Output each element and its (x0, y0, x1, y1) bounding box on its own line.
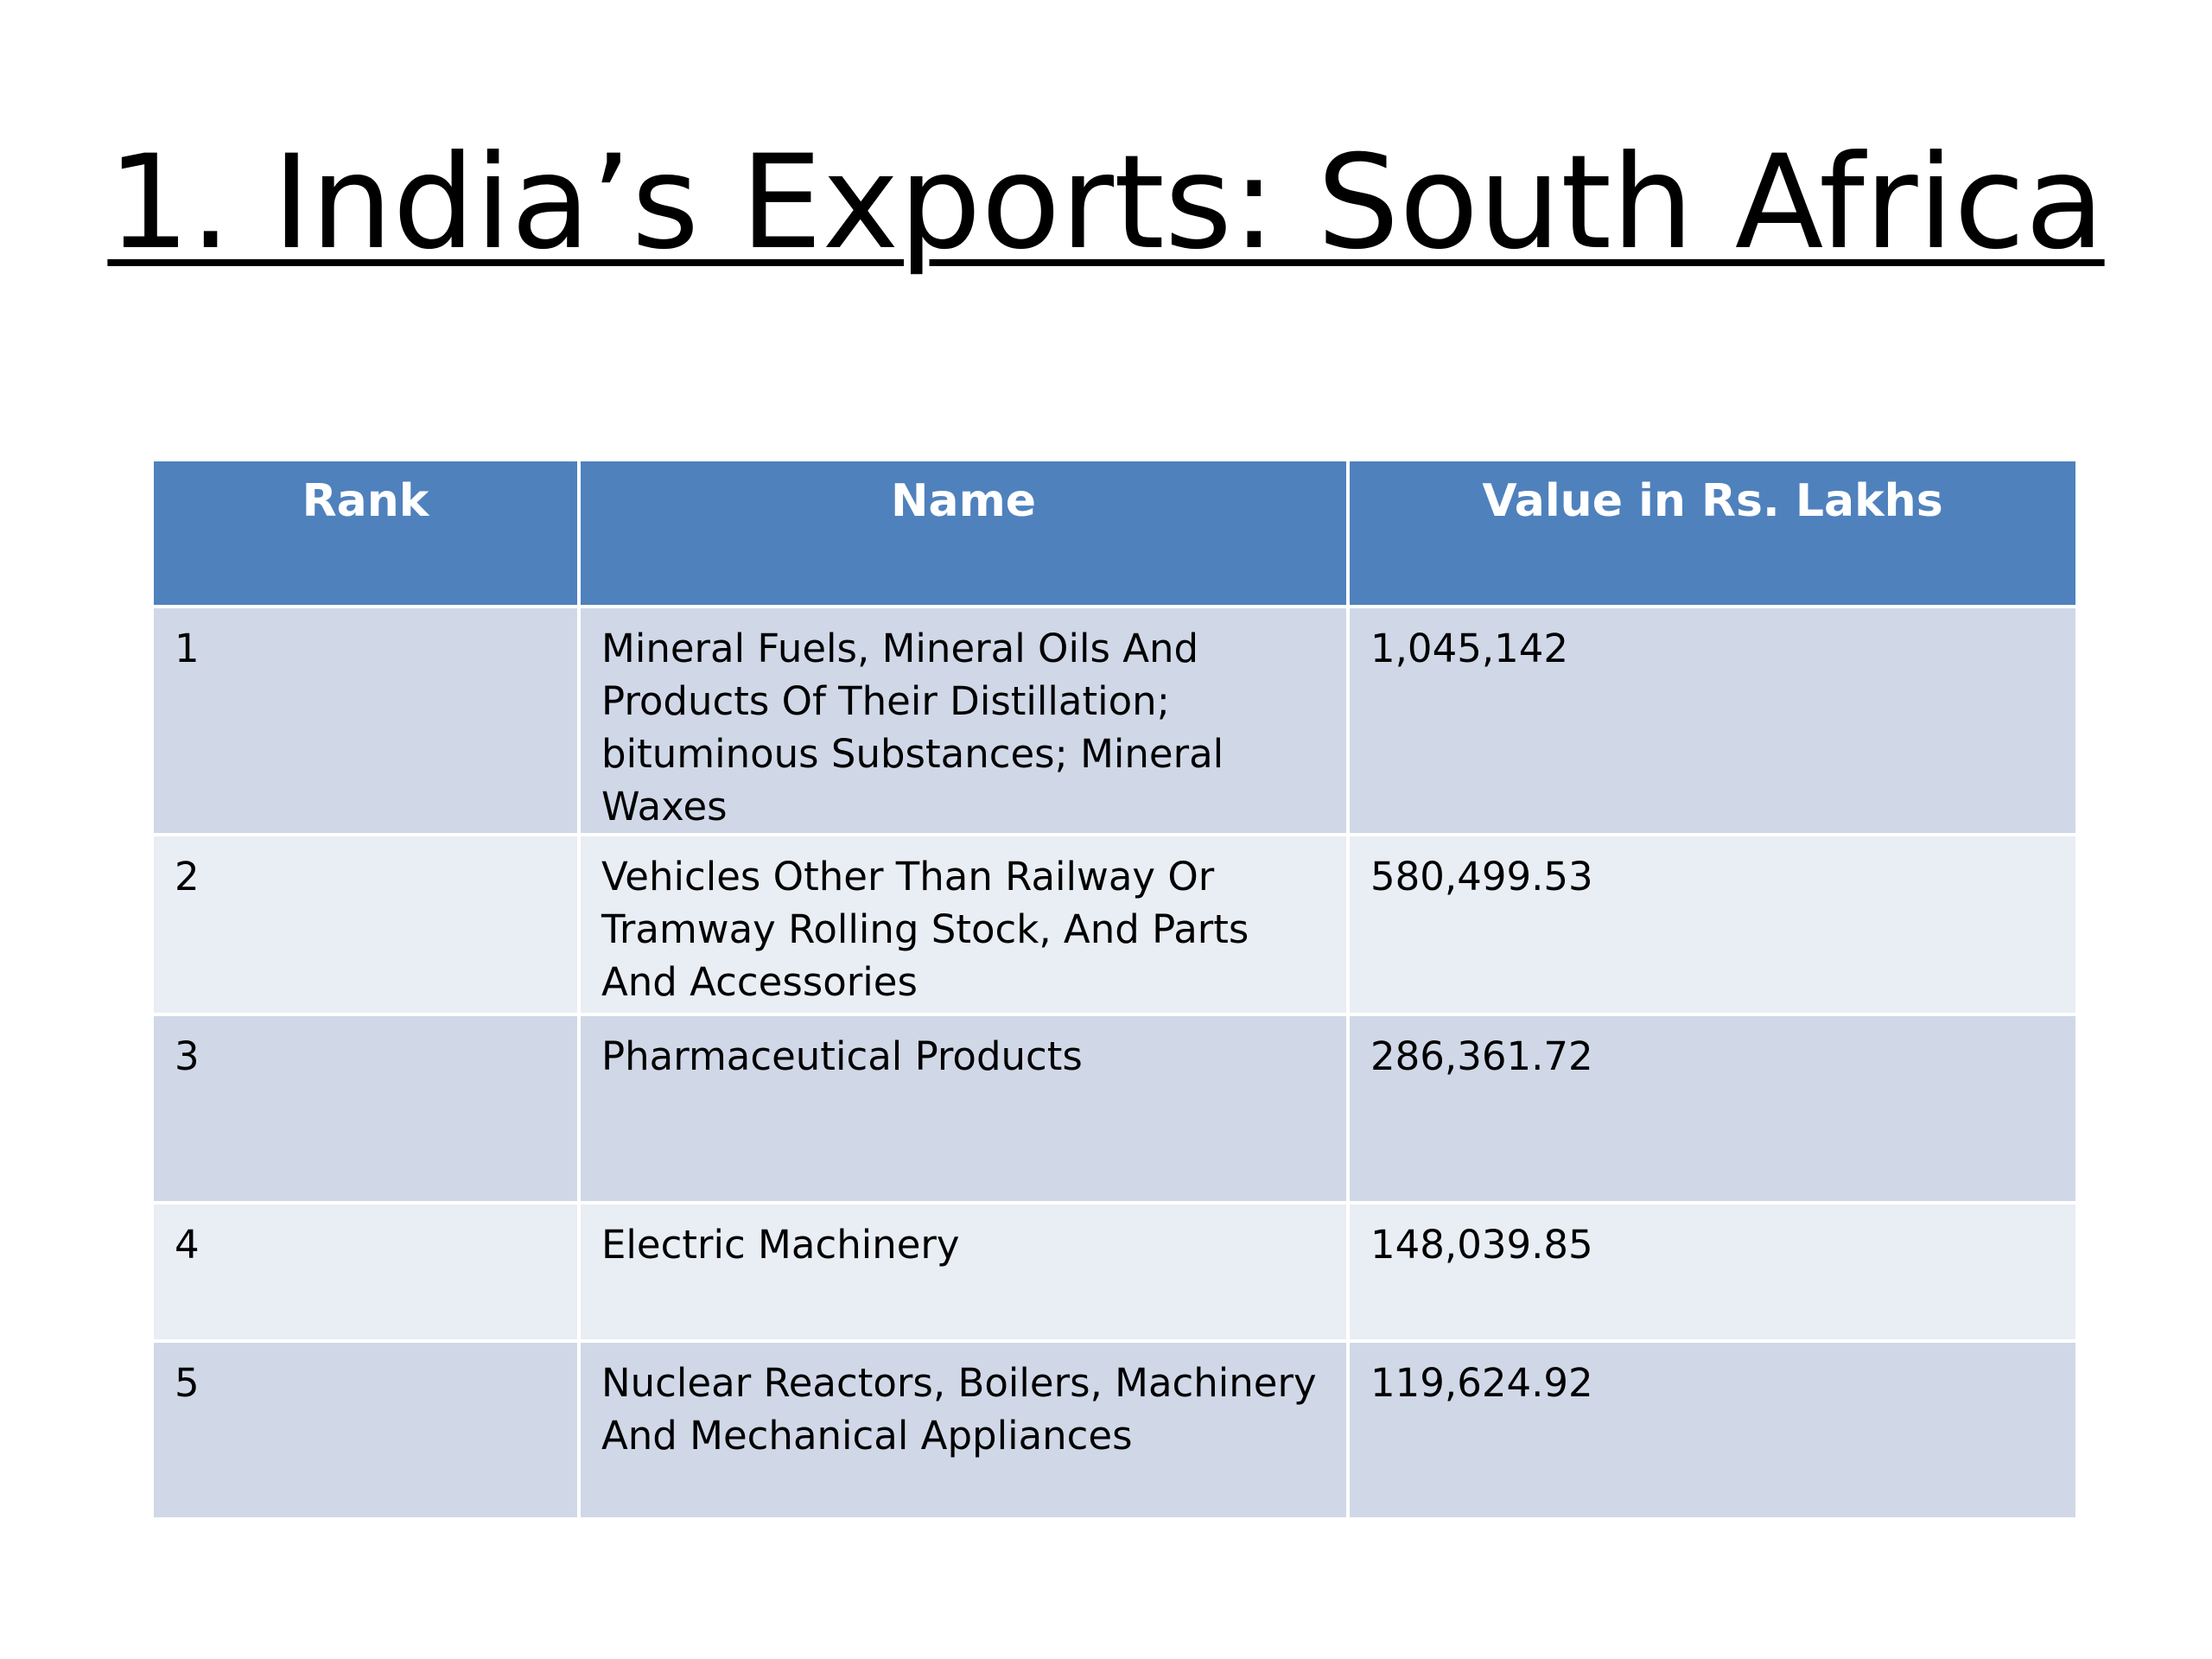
cell-value: 119,624.92 (1346, 1339, 2079, 1521)
table-header-row: Rank Name Value in Rs. Lakhs (150, 458, 2079, 608)
cell-value: 148,039.85 (1346, 1201, 2079, 1343)
cell-rank: 4 (150, 1201, 581, 1343)
cell-rank: 3 (150, 1013, 581, 1205)
cell-rank: 1 (150, 605, 581, 836)
cell-name: Nuclear Reactors, Boilers, Machinery And… (577, 1339, 1350, 1521)
table-row: 3 Pharmaceutical Products 286,361.72 (150, 1013, 2079, 1205)
cell-name: Mineral Fuels, Mineral Oils And Products… (577, 605, 1350, 836)
cell-rank: 5 (150, 1339, 581, 1521)
header-value: Value in Rs. Lakhs (1346, 458, 2079, 608)
slide-title: 1. India’s Exports: South Africa (0, 130, 2212, 276)
table-row: 2 Vehicles Other Than Railway Or Tramway… (150, 833, 2079, 1016)
cell-value: 1,045,142 (1346, 605, 2079, 836)
cell-value: 286,361.72 (1346, 1013, 2079, 1205)
slide-title-text: 1. India’s Exports: South Africa (107, 128, 2105, 278)
cell-rank: 2 (150, 833, 581, 1016)
exports-table: Rank Name Value in Rs. Lakhs 1 Mineral F… (150, 458, 2079, 1521)
table-row: 5 Nuclear Reactors, Boilers, Machinery A… (150, 1339, 2079, 1521)
table-row: 4 Electric Machinery 148,039.85 (150, 1201, 2079, 1343)
table-row: 1 Mineral Fuels, Mineral Oils And Produc… (150, 605, 2079, 836)
cell-value: 580,499.53 (1346, 833, 2079, 1016)
header-name: Name (577, 458, 1350, 608)
cell-name: Electric Machinery (577, 1201, 1350, 1343)
cell-name: Vehicles Other Than Railway Or Tramway R… (577, 833, 1350, 1016)
header-rank: Rank (150, 458, 581, 608)
cell-name: Pharmaceutical Products (577, 1013, 1350, 1205)
